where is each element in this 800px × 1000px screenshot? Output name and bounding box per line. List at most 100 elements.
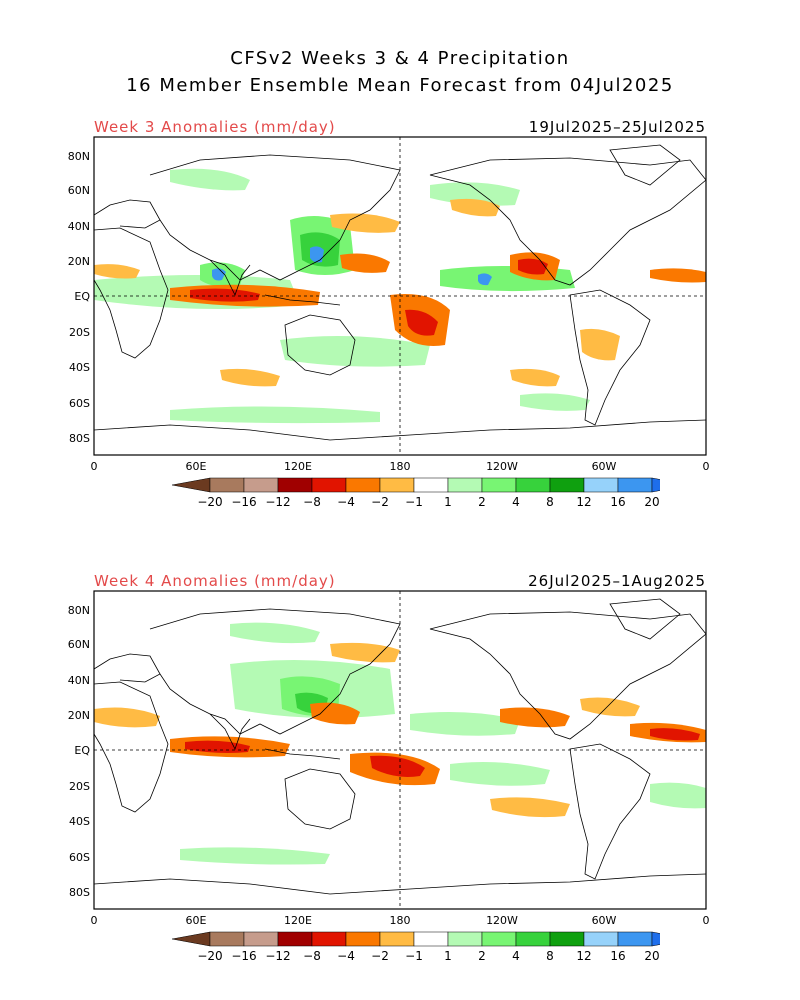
coastline-africa bbox=[94, 227, 169, 359]
week4-coastlines bbox=[94, 598, 706, 895]
lon-label: 120W bbox=[486, 460, 518, 473]
colorbar-swatch bbox=[413, 931, 449, 947]
lon-label: 0 bbox=[703, 914, 710, 927]
week3-coastlines bbox=[94, 144, 706, 441]
colorbar-tick-label: 8 bbox=[546, 495, 554, 509]
colorbar-tick-label: −4 bbox=[337, 949, 355, 963]
coastline-africa bbox=[94, 681, 169, 813]
week4-map: 80N 60N 40N 20N EQ 20S 40S 60S 80S 0 60E… bbox=[68, 590, 710, 927]
week4-panel-dates: 26Jul2025–1Aug2025 bbox=[528, 572, 706, 590]
coastline-maritime-continent bbox=[264, 294, 341, 306]
lon-label: 60E bbox=[186, 460, 207, 473]
lat-label: 60S bbox=[69, 397, 90, 410]
lat-label: 60N bbox=[68, 638, 90, 651]
colorbar-swatch bbox=[345, 931, 381, 947]
coastline-greenland bbox=[609, 144, 681, 186]
lon-label: 120E bbox=[284, 460, 312, 473]
colorbar-tick-label: −20 bbox=[197, 495, 222, 509]
lon-label: 0 bbox=[703, 460, 710, 473]
anomaly-patch bbox=[580, 328, 620, 361]
week4-colorbar: −20 −16 −12 −8 −4 −2 −1 1 2 4 8 12 16 20 bbox=[171, 931, 660, 963]
colorbar-swatch bbox=[583, 931, 619, 947]
colorbar-tick-label: 12 bbox=[576, 949, 591, 963]
colorbar-tick-label: −8 bbox=[303, 949, 321, 963]
colorbar-arrow-low bbox=[171, 477, 211, 493]
colorbar-tick-label: 20 bbox=[644, 949, 659, 963]
anomaly-patch bbox=[190, 288, 260, 302]
colorbar-swatch bbox=[481, 931, 517, 947]
lat-label: 40N bbox=[68, 220, 90, 233]
colorbar-swatch bbox=[345, 477, 381, 493]
colorbar-swatch bbox=[379, 477, 415, 493]
colorbar-tick-label: 1 bbox=[444, 949, 452, 963]
lat-label: 20S bbox=[69, 326, 90, 339]
lon-label: 60W bbox=[592, 914, 617, 927]
colorbar-swatch bbox=[243, 477, 279, 493]
colorbar-tick-label: 2 bbox=[478, 495, 486, 509]
colorbar-swatch bbox=[549, 931, 585, 947]
lat-label: EQ bbox=[74, 290, 90, 303]
lon-label: 120W bbox=[486, 914, 518, 927]
colorbar-swatch bbox=[413, 477, 449, 493]
colorbar-tick-label: −2 bbox=[371, 949, 389, 963]
colorbar-tick-label: −1 bbox=[405, 495, 423, 509]
colorbar-tick-label: 12 bbox=[576, 495, 591, 509]
lon-label: 0 bbox=[91, 914, 98, 927]
coastline-south-america bbox=[569, 289, 651, 426]
colorbar-swatch bbox=[311, 931, 347, 947]
anomaly-patch bbox=[212, 268, 226, 281]
lat-label: 60S bbox=[69, 851, 90, 864]
colorbar-arrow-high bbox=[651, 931, 660, 947]
colorbar-swatch bbox=[209, 477, 245, 493]
colorbar-tick-label: 2 bbox=[478, 949, 486, 963]
lon-label: 60E bbox=[186, 914, 207, 927]
anomaly-patch bbox=[650, 728, 700, 741]
anomaly-patch bbox=[220, 368, 280, 387]
week4-lat-labels: 80N 60N 40N 20N EQ 20S 40S 60S 80S bbox=[68, 604, 91, 899]
colorbar-tick-label: −16 bbox=[231, 949, 256, 963]
colorbar-tick-label: −16 bbox=[231, 495, 256, 509]
colorbar-swatch bbox=[447, 477, 483, 493]
week3-map: 80N 60N 40N 20N EQ 20S 40S 60S 80S 0 60E… bbox=[68, 136, 710, 473]
colorbar-arrow-high bbox=[651, 477, 660, 493]
anomaly-patch bbox=[490, 797, 570, 818]
colorbar-swatch bbox=[549, 477, 585, 493]
lat-label: 40S bbox=[69, 361, 90, 374]
colorbar-swatch bbox=[379, 931, 415, 947]
colorbar-swatch bbox=[277, 477, 313, 493]
anomaly-patch bbox=[580, 697, 640, 717]
colorbar-swatch bbox=[515, 477, 551, 493]
week3-lon-labels: 0 60E 120E 180 120W 60W 0 bbox=[91, 460, 710, 473]
coastline-antarctica bbox=[94, 419, 706, 441]
colorbar-tick-label: 20 bbox=[644, 495, 659, 509]
coastline-india bbox=[209, 713, 251, 751]
colorbar-tick-label: −1 bbox=[405, 949, 423, 963]
coastline-europe bbox=[94, 653, 161, 683]
colorbar-swatch bbox=[311, 477, 347, 493]
anomaly-patch bbox=[340, 253, 390, 273]
colorbar-swatch bbox=[277, 931, 313, 947]
lat-label: 20N bbox=[68, 709, 90, 722]
colorbar-arrow-low bbox=[171, 931, 211, 947]
anomaly-patch bbox=[330, 213, 400, 233]
colorbar-swatch bbox=[583, 477, 619, 493]
anomaly-patch bbox=[310, 246, 324, 263]
coastline-north-america bbox=[429, 157, 706, 286]
anomaly-patch bbox=[520, 393, 590, 411]
lon-label: 180 bbox=[390, 914, 411, 927]
lat-label: 80N bbox=[68, 150, 90, 163]
anomaly-patch bbox=[500, 707, 570, 728]
lon-label: 0 bbox=[91, 460, 98, 473]
lat-label: 80N bbox=[68, 604, 90, 617]
lat-label: 20N bbox=[68, 255, 90, 268]
colorbar-tick-label: −4 bbox=[337, 495, 355, 509]
colorbar-tick-label: −8 bbox=[303, 495, 321, 509]
colorbar-swatch bbox=[209, 931, 245, 947]
anomaly-patch bbox=[310, 702, 360, 725]
colorbar-tick-label: 16 bbox=[610, 949, 625, 963]
anomaly-patch bbox=[478, 273, 492, 286]
lat-label: 60N bbox=[68, 184, 90, 197]
colorbar-tick-label: −20 bbox=[197, 949, 222, 963]
anomaly-patch bbox=[510, 368, 560, 387]
lon-label: 60W bbox=[592, 460, 617, 473]
